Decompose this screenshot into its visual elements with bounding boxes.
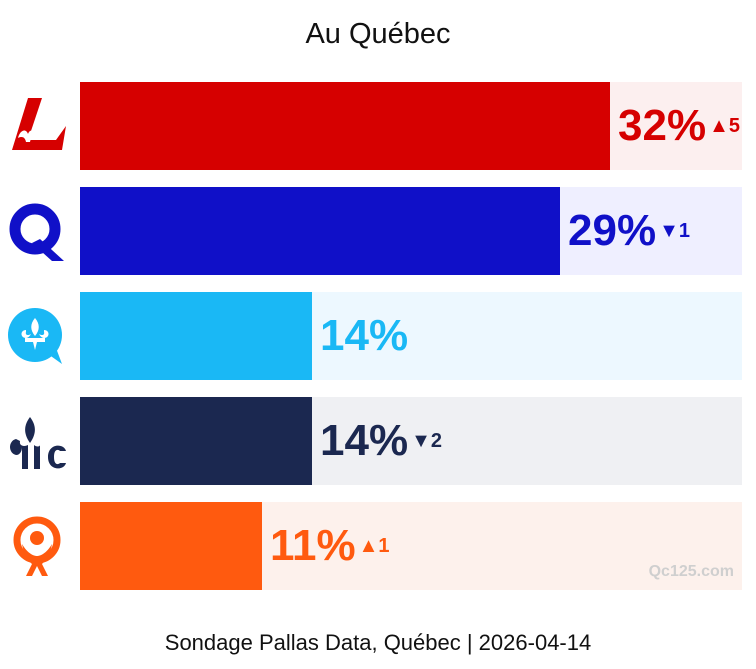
- change-label: ▲5: [709, 115, 740, 137]
- bar-track: 29% ▼1: [80, 187, 742, 275]
- bar: [80, 292, 312, 380]
- conservative-party-logo-icon: [13, 516, 61, 576]
- change-label: ▼2: [411, 430, 442, 452]
- chart-title: Au Québec: [305, 18, 451, 50]
- bar: [80, 82, 610, 170]
- bar-label: 14%: [320, 292, 408, 380]
- parti-quebecois-logo-icon: [9, 203, 64, 261]
- bar-label: 11% ▲1: [270, 502, 390, 590]
- bar-row: 14% ▼2: [0, 397, 756, 485]
- caq-logo-icon: [10, 417, 66, 469]
- bar-row: 29% ▼1: [0, 187, 756, 275]
- bar: [80, 397, 312, 485]
- liberal-party-logo-icon: [12, 98, 66, 150]
- percent-label: 29%: [568, 206, 657, 255]
- quebec-solidaire-logo-icon: [8, 308, 62, 364]
- percent-label: 14%: [320, 311, 409, 360]
- bar-track: 11% ▲1: [80, 502, 742, 590]
- bar-track: 14% ▼2: [80, 397, 742, 485]
- bar-row: 14%: [0, 292, 756, 380]
- bar-track: 32% ▲5: [80, 82, 742, 170]
- bar-track: 14%: [80, 292, 742, 380]
- bar: [80, 502, 262, 590]
- bar: [80, 187, 560, 275]
- source-caption: Sondage Pallas Data, Québec | 2026-04-14: [164, 630, 592, 655]
- change-label: ▼1: [659, 220, 690, 242]
- change-label: ▲1: [358, 535, 390, 557]
- watermark: Qc125.com: [648, 563, 734, 580]
- bar-label: 14% ▼2: [320, 397, 442, 485]
- percent-label: 14%: [320, 416, 409, 465]
- bar-row: 11% ▲1: [0, 502, 756, 590]
- bar-row: 32% ▲5: [0, 82, 756, 170]
- percent-label: 11%: [270, 521, 356, 570]
- bar-label: 32% ▲5: [618, 82, 740, 170]
- percent-label: 32%: [618, 101, 707, 150]
- bar-label: 29% ▼1: [568, 187, 690, 275]
